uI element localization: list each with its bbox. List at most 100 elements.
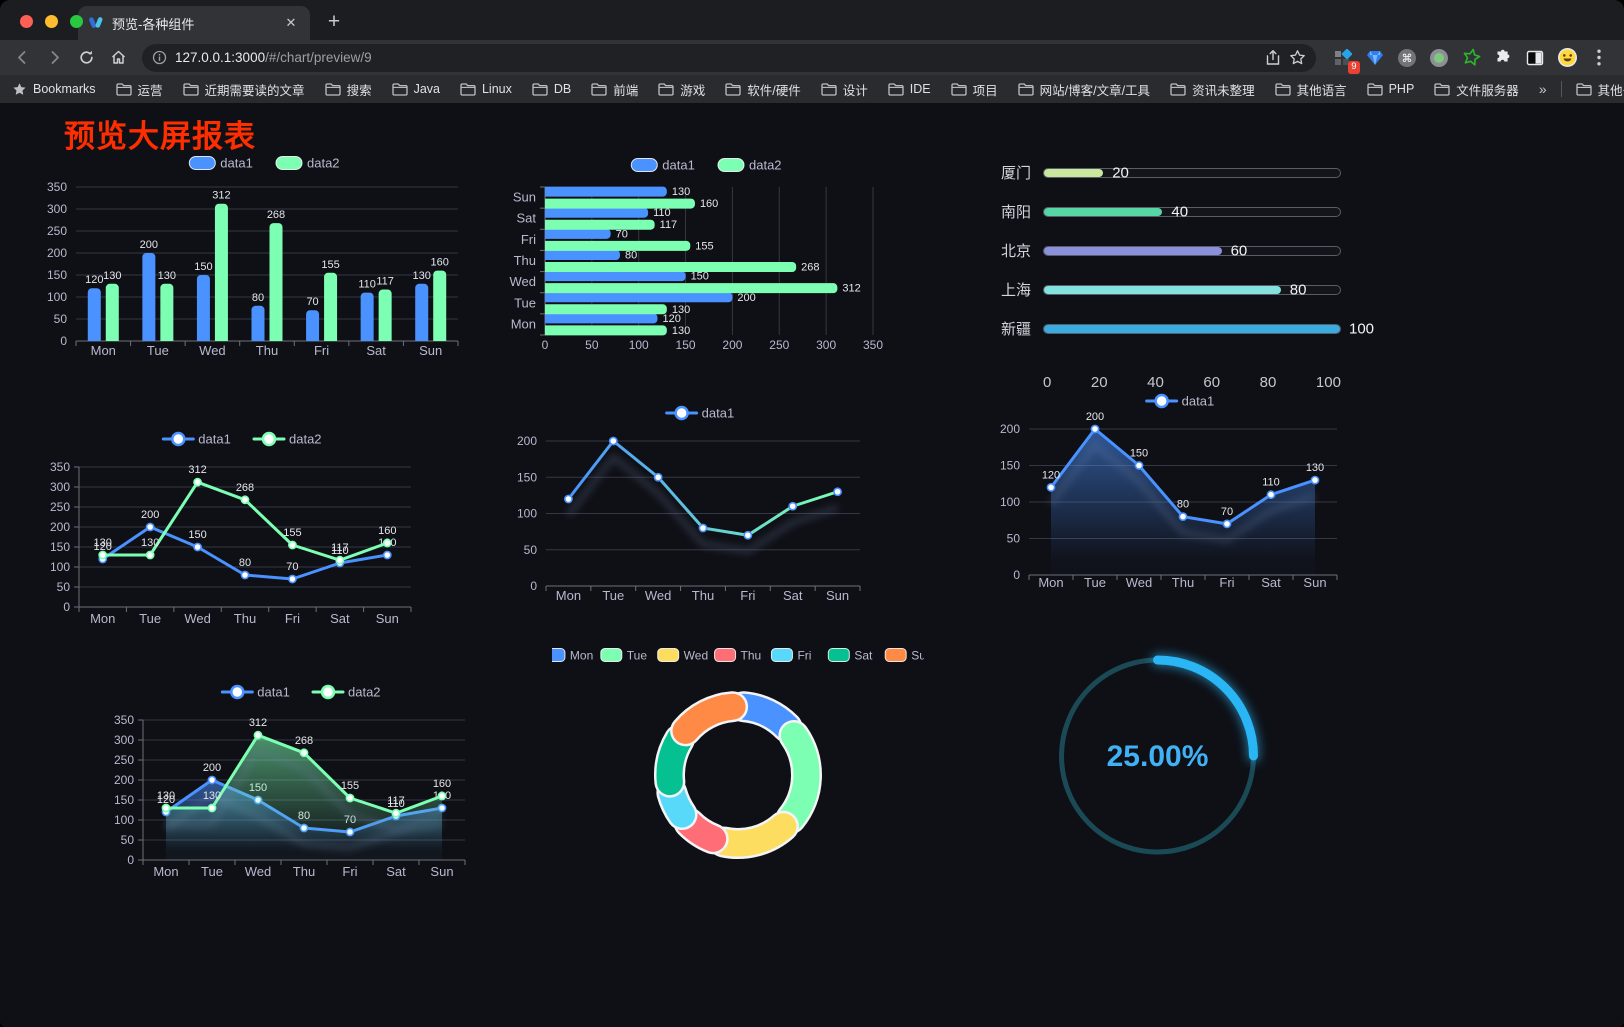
folder-icon	[888, 82, 904, 96]
svg-text:117: 117	[387, 795, 405, 807]
bookmark-folder-item[interactable]: PHP	[1366, 80, 1414, 99]
gem-extension-icon[interactable]	[1364, 47, 1386, 69]
bookmarks-bar: Bookmarks 运营 近期需要读的文章 搜索 Java Linux DB 前端 游戏 软件/…	[0, 75, 1624, 103]
svg-text:Sat: Sat	[783, 588, 803, 603]
bookmark-folder-item[interactable]: 资讯未整理	[1170, 80, 1255, 99]
bookmarks-right: » 其他书签	[1539, 80, 1624, 99]
svg-text:100: 100	[517, 507, 537, 521]
forward-button[interactable]	[40, 44, 68, 72]
folder-icon	[591, 82, 607, 96]
tab-close-icon[interactable]: ✕	[285, 15, 297, 30]
bookmark-folder-item[interactable]: 网站/博客/文章/工具	[1017, 80, 1150, 99]
svg-text:155: 155	[341, 780, 359, 792]
split-screen-extension-icon[interactable]	[1524, 47, 1546, 69]
bookmark-star-icon[interactable]	[1289, 49, 1306, 66]
folder-icon	[1575, 82, 1592, 96]
tab-manager-extension-icon[interactable]: 9	[1332, 47, 1360, 74]
svg-text:Sun: Sun	[911, 649, 924, 663]
home-button[interactable]	[104, 44, 132, 72]
browser-tab[interactable]: 预览-各种组件 ✕	[78, 6, 310, 40]
bookmark-folder-item[interactable]: 近期需要读的文章	[182, 80, 305, 99]
new-tab-button[interactable]: +	[327, 10, 341, 33]
bookmark-folder-item[interactable]: 设计	[821, 80, 868, 99]
bookmark-folder-item[interactable]: 搜索	[324, 80, 372, 99]
svg-text:200: 200	[517, 434, 537, 448]
back-button[interactable]	[8, 44, 36, 72]
minimize-window-button[interactable]	[45, 15, 58, 28]
svg-text:data1: data1	[198, 432, 231, 447]
progress-track: 100	[1043, 320, 1374, 337]
recorder-extension-icon[interactable]	[1428, 47, 1450, 69]
close-window-button[interactable]	[20, 15, 33, 28]
svg-text:Wed: Wed	[645, 588, 672, 603]
svg-text:150: 150	[188, 529, 206, 541]
bookmark-folder-item[interactable]: DB	[532, 80, 571, 99]
progress-row-label: 新疆	[1000, 321, 1031, 338]
svg-text:Sun: Sun	[513, 190, 536, 205]
traffic-lights	[20, 15, 83, 28]
bookmarks-divider	[1560, 81, 1562, 97]
svg-text:160: 160	[378, 525, 396, 537]
svg-text:250: 250	[50, 500, 70, 514]
bookmark-folder-item[interactable]: 游戏	[658, 80, 705, 99]
bookmark-folder-item[interactable]: IDE	[888, 80, 931, 99]
svg-text:155: 155	[321, 259, 339, 271]
bookmark-folder-item[interactable]: 运营	[115, 80, 163, 99]
svg-text:50: 50	[585, 338, 599, 352]
svg-text:50: 50	[1007, 532, 1021, 546]
folder-icon	[1170, 82, 1186, 96]
progress-row: 厦门 20	[995, 153, 1373, 192]
bookmark-folder-item[interactable]: 文件服务器	[1434, 80, 1519, 99]
other-bookmarks-item[interactable]: 其他书签	[1575, 80, 1624, 99]
svg-text:200: 200	[114, 773, 134, 787]
svg-text:Fri: Fri	[521, 232, 536, 247]
progress-row: 北京 60	[995, 231, 1373, 270]
svg-text:268: 268	[267, 209, 285, 221]
svg-text:312: 312	[842, 283, 860, 295]
single-area-chart: 0 50 100 150 200 Mon Tue Wed Thu Fri Sat Sun data1 12…	[985, 389, 1361, 601]
svg-text:150: 150	[517, 470, 537, 484]
bookmark-folder-item[interactable]: Java	[391, 80, 440, 99]
bookmark-folder-item[interactable]: Linux	[460, 80, 512, 99]
bookmark-folder-item[interactable]: 项目	[950, 80, 998, 99]
svg-text:Tue: Tue	[514, 295, 536, 310]
reload-button[interactable]	[72, 44, 100, 72]
address-bar[interactable]: 127.0.0.1:3000/#/chart/preview/9	[142, 43, 1316, 72]
svg-text:Thu: Thu	[514, 253, 536, 268]
progress-fill	[1044, 207, 1163, 216]
extensions-puzzle-icon[interactable]	[1492, 47, 1514, 69]
svg-text:70: 70	[1221, 506, 1233, 518]
svg-text:Wed: Wed	[199, 343, 226, 358]
svg-text:350: 350	[50, 460, 70, 474]
svg-text:Sat: Sat	[366, 343, 386, 358]
svg-text:130: 130	[672, 186, 690, 198]
progress-value: 100	[1349, 320, 1375, 337]
maximize-window-button[interactable]	[70, 15, 83, 28]
bookmark-folder-item[interactable]: 前端	[591, 80, 638, 99]
svg-text:Sun: Sun	[826, 588, 849, 603]
bookmark-folder-item[interactable]: 软件/硬件	[725, 80, 801, 99]
svg-text:300: 300	[816, 338, 836, 352]
svg-text:data2: data2	[749, 158, 782, 173]
svg-text:Sat: Sat	[516, 211, 536, 226]
svg-text:Fri: Fri	[797, 649, 811, 663]
share-icon[interactable]	[1265, 49, 1281, 66]
bookmarks-overflow-chevron[interactable]: »	[1538, 81, 1547, 97]
folder-icon	[1274, 82, 1291, 96]
svg-text:70: 70	[286, 561, 298, 573]
svg-text:data1: data1	[257, 685, 290, 700]
url-host: 127.0.0.1:3000	[175, 50, 266, 65]
green-star-extension-icon[interactable]	[1460, 47, 1482, 69]
svg-text:200: 200	[141, 509, 159, 521]
bookmark-folder-item[interactable]: 其他语言	[1274, 80, 1347, 99]
emoji-extension-icon[interactable]	[1556, 47, 1578, 69]
command-extension-icon[interactable]: ⌘	[1396, 47, 1418, 69]
browser-toolbar: 127.0.0.1:3000/#/chart/preview/9 9 ⌘	[0, 40, 1624, 75]
site-info-icon[interactable]	[152, 50, 167, 65]
svg-text:200: 200	[722, 338, 742, 352]
svg-text:Sun: Sun	[376, 611, 399, 626]
browser-menu-icon[interactable]	[1588, 47, 1610, 69]
svg-text:300: 300	[50, 480, 70, 494]
svg-text:110: 110	[331, 545, 349, 557]
bookmarks-manager-item[interactable]: Bookmarks	[12, 82, 96, 97]
